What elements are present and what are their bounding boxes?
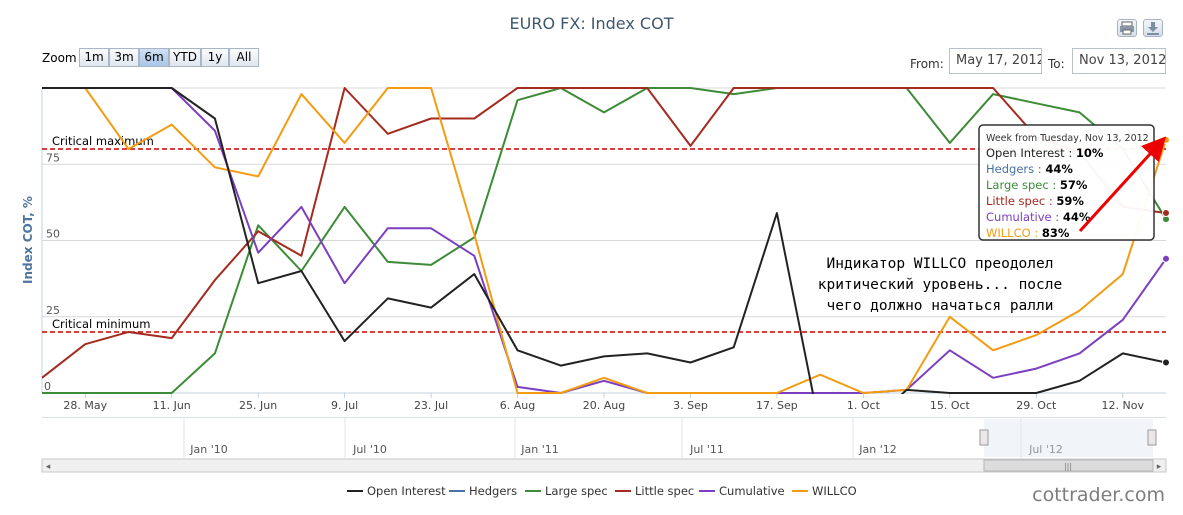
zoom-label: Zoom xyxy=(42,51,77,65)
annotation-note-line: чего должно начаться ралли xyxy=(827,298,1054,314)
series-marker-little-spec xyxy=(1162,209,1170,218)
y-tick-label: 25 xyxy=(46,304,60,317)
navigator-label: Jul '11 xyxy=(689,443,724,456)
scroll-right-icon: ▸ xyxy=(1157,462,1162,472)
x-tick-label: 28. May xyxy=(63,399,107,412)
x-tick-label: 9. Jul xyxy=(331,399,358,412)
y-tick-label: 75 xyxy=(46,151,60,164)
tooltip-row: Large spec : 57% xyxy=(986,178,1088,192)
legend-item-little-spec: Little spec xyxy=(635,484,694,498)
series-line-large-spec xyxy=(42,87,1167,394)
x-tick-label: 29. Oct xyxy=(1016,399,1057,412)
from-label: From: xyxy=(910,57,944,71)
zoom-button-ytd[interactable]: YTD xyxy=(169,48,201,67)
scrollbar-grip: ||| xyxy=(1064,462,1072,471)
legend-item-open-interest: Open Interest xyxy=(367,484,446,498)
series-line-little-spec xyxy=(42,87,1167,379)
x-tick-label: 23. Jul xyxy=(414,399,448,412)
watermark: cottrader.com xyxy=(1032,484,1165,506)
legend-item-hedgers: Hedgers xyxy=(469,484,517,498)
tooltip-row: Cumulative : 44% xyxy=(986,210,1091,224)
annotation-arrow xyxy=(1078,136,1167,233)
series-marker-cumulative xyxy=(1162,254,1170,263)
tooltip-header: Week from Tuesday, Nov 13, 2012 xyxy=(986,133,1149,144)
x-tick-label: 12. Nov xyxy=(1102,399,1145,412)
y-axis-title: Index COT, % xyxy=(21,196,35,284)
x-tick-label: 11. Jun xyxy=(153,399,191,412)
print-icon xyxy=(1120,21,1134,35)
x-tick-label: 3. Sep xyxy=(673,399,708,412)
navigator-selection xyxy=(984,419,1153,457)
navigator-label: Jan '11 xyxy=(520,443,558,456)
to-date-input[interactable]: Nov 13, 2012 xyxy=(1072,48,1166,74)
series-line-willco xyxy=(42,87,1167,394)
series-line-cumulative xyxy=(42,87,1167,394)
series-marker-large-spec xyxy=(1162,215,1170,224)
scroll-left-icon: ◂ xyxy=(46,462,51,472)
navigator-label: Jul '12 xyxy=(1028,443,1063,456)
critical-maximum-label: Critical maximum xyxy=(52,134,154,148)
series-marker-open-interest xyxy=(1162,358,1170,367)
annotation-note-line: критический уровень... после xyxy=(818,277,1062,293)
tooltip-row: Hedgers : 44% xyxy=(986,162,1073,176)
navigator-right-handle xyxy=(1147,429,1157,446)
legend-item-willco: WILLCO xyxy=(812,484,857,498)
x-tick-label: 6. Aug xyxy=(500,399,535,412)
navigator-area xyxy=(42,418,1166,458)
x-tick-label: 1. Oct xyxy=(847,399,881,412)
navigator-label: Jan '12 xyxy=(858,443,896,456)
x-tick-label: 17. Sep xyxy=(756,399,798,412)
x-tick-label: 25. Jun xyxy=(239,399,277,412)
from-date-input[interactable]: May 17, 2012 xyxy=(949,48,1042,74)
tooltip-row: Little spec : 59% xyxy=(986,194,1084,208)
navigator-label: Jul '10 xyxy=(352,443,387,456)
zoom-button-6m[interactable]: 6m xyxy=(139,48,169,67)
x-tick-label: 20. Aug xyxy=(583,399,625,412)
tooltip-row: Open Interest : 10% xyxy=(986,146,1104,160)
tooltip-row: WILLCO : 83% xyxy=(986,226,1070,240)
y-tick-label: 50 xyxy=(46,228,60,241)
scrollbar-track xyxy=(41,458,1167,473)
plot-area xyxy=(42,88,1166,393)
y-tick-label: 0 xyxy=(44,380,51,393)
legend-item-large-spec: Large spec xyxy=(545,484,608,498)
series-marker-willco xyxy=(1162,135,1170,144)
to-label: To: xyxy=(1048,57,1065,71)
annotation-note-line: Индикатор WILLCO преодолел xyxy=(827,256,1054,272)
tooltip-box xyxy=(978,124,1155,241)
series-line-open-interest xyxy=(42,87,1167,394)
scrollbar-thumb xyxy=(983,459,1154,472)
export-button[interactable] xyxy=(1143,19,1163,37)
zoom-button-all[interactable]: All xyxy=(229,48,259,67)
chart-title: EURO FX: Index COT xyxy=(509,14,674,33)
zoom-button-1y[interactable]: 1y xyxy=(201,48,229,67)
x-tick-label: 15. Oct xyxy=(930,399,971,412)
critical-minimum-label: Critical minimum xyxy=(52,317,150,331)
navigator-left-handle xyxy=(979,429,989,446)
print-button[interactable] xyxy=(1117,19,1137,37)
zoom-button-3m[interactable]: 3m xyxy=(109,48,139,67)
navigator-label: Jan '10 xyxy=(189,443,227,456)
download-icon xyxy=(1147,22,1159,35)
zoom-button-1m[interactable]: 1m xyxy=(79,48,109,67)
legend-item-cumulative: Cumulative xyxy=(719,484,785,498)
